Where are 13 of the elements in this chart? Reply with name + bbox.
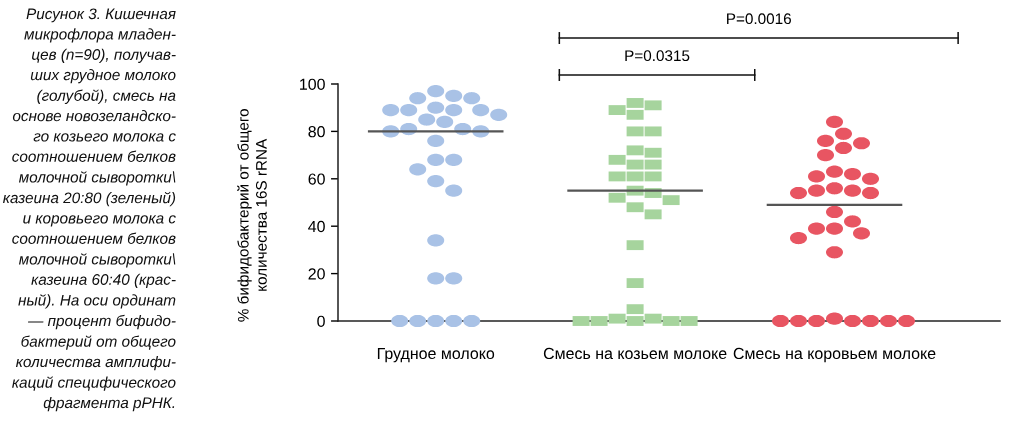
y-tick-label: 80: [308, 126, 325, 138]
y-tick-label: 100: [300, 78, 325, 90]
y-tick-label: 0: [317, 315, 325, 327]
text: P=0.0315: [625, 50, 690, 62]
text: Рисунок 3. Кишечная микрофлора младен- цев (n=90), получав- ших грудное молоко (голубой), смесь на основе новозеландско- го козьего молока с соотношением белков молочной сыворотки\ казеина 20:80 (зеленый) и коровьего молока с соотношением белков молочной сыворотки\ казеина 60:40 (крас- ный). На оси ординат — процент бифидо- бактерий от общего количества амплифи- каций специфического фрагмента рРНК.: [3, 8, 176, 412]
x-tick-label: Смесь на козьем молоке: [543, 347, 727, 360]
x-tick-label: Грудное молоко: [377, 347, 495, 363]
y-axis-title: % бифидобактерий от общего количества 16S rRNA: [237, 109, 267, 322]
y-tick-label: 20: [308, 268, 325, 280]
y-tick-label: 60: [308, 173, 325, 185]
x-tick-label: Смесь на коровьем молоке: [733, 347, 936, 363]
text: P=0.0016: [727, 13, 791, 25]
y-tick-label: 40: [308, 220, 325, 233]
